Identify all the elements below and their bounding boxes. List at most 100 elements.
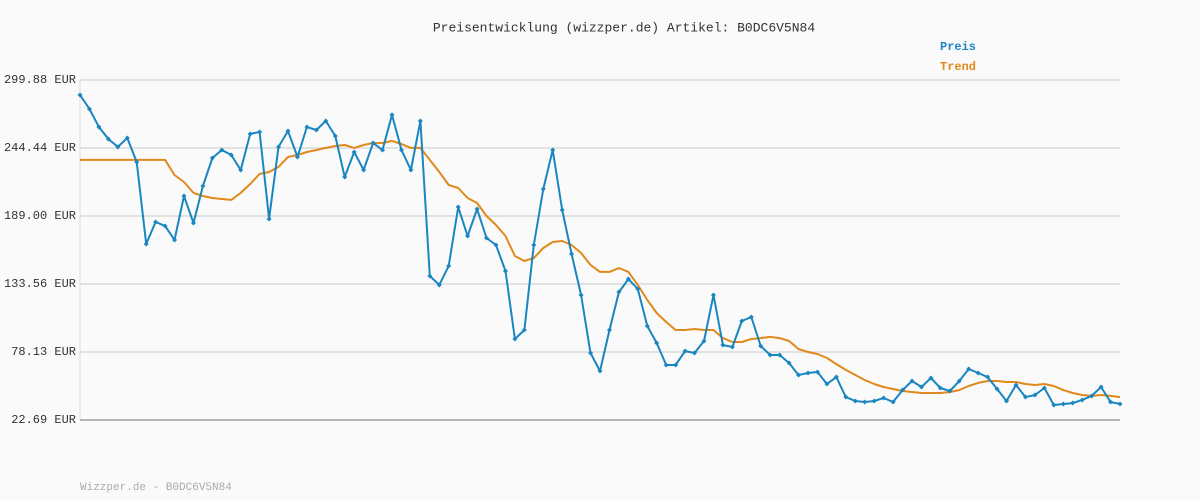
point-marker — [304, 124, 310, 130]
point-marker — [86, 106, 92, 112]
y-tick-label: 78.13 EUR — [11, 345, 76, 359]
point-marker — [720, 342, 726, 348]
point-marker — [209, 155, 215, 161]
footer: Wizzper.de - B0DC6V5N84 — [80, 482, 232, 494]
y-tick-label: 299.88 EUR — [4, 73, 76, 87]
point-marker — [276, 144, 282, 150]
point-marker — [786, 360, 792, 366]
point-marker — [512, 336, 518, 342]
point-marker — [890, 399, 896, 405]
point-marker — [654, 340, 660, 346]
point-marker — [588, 350, 594, 356]
y-tick-label: 244.44 EUR — [4, 141, 76, 155]
point-marker — [1013, 382, 1019, 388]
point-marker — [380, 147, 386, 153]
point-marker — [767, 352, 773, 358]
point-marker — [172, 237, 178, 243]
point-marker — [824, 381, 830, 387]
point-marker — [1108, 399, 1114, 405]
point-marker — [502, 268, 508, 274]
point-marker — [635, 286, 641, 292]
point-marker — [361, 167, 367, 173]
point-marker — [748, 314, 754, 320]
point-marker — [777, 352, 783, 358]
legend-label: Trend — [940, 60, 976, 74]
point-marker — [247, 131, 253, 137]
point-marker — [947, 388, 953, 394]
point-marker — [134, 159, 140, 165]
point-marker — [1117, 401, 1123, 407]
point-marker — [701, 338, 707, 344]
point-marker — [881, 395, 887, 401]
point-marker — [540, 186, 546, 192]
point-marker — [228, 152, 234, 158]
point-marker — [446, 263, 452, 269]
point-marker — [966, 366, 972, 372]
point-marker — [1041, 385, 1047, 391]
point-marker — [342, 174, 348, 180]
point-marker — [219, 147, 225, 153]
point-marker — [521, 327, 527, 333]
y-tick-label: 22.69 EUR — [11, 413, 76, 427]
point-marker — [531, 242, 537, 248]
point-marker — [559, 207, 565, 213]
point-marker — [975, 370, 981, 376]
point-marker — [1098, 384, 1104, 390]
point-marker — [77, 92, 83, 98]
point-marker — [1032, 392, 1038, 398]
point-marker — [351, 149, 357, 155]
point-marker — [162, 223, 168, 229]
point-marker — [550, 147, 556, 153]
point-marker — [1089, 393, 1095, 399]
point-marker — [465, 233, 471, 239]
point-marker — [985, 374, 991, 380]
point-marker — [484, 235, 490, 241]
series-line — [80, 139, 1121, 399]
point-marker — [257, 129, 263, 135]
chart-title: Preisentwicklung (wizzper.de) Artikel: B… — [433, 20, 815, 35]
point-marker — [644, 323, 650, 329]
point-marker — [758, 343, 764, 349]
point-marker — [663, 362, 669, 368]
point-marker — [96, 124, 102, 130]
point-marker — [900, 387, 906, 393]
point-marker — [852, 398, 858, 404]
point-marker — [323, 118, 329, 124]
point-marker — [181, 193, 187, 199]
y-tick-label: 189.00 EUR — [4, 209, 76, 223]
point-marker — [833, 374, 839, 380]
point-marker — [285, 128, 291, 134]
point-marker — [871, 398, 877, 404]
point-marker — [796, 372, 802, 378]
point-marker — [729, 344, 735, 350]
point-marker — [918, 384, 924, 390]
point-marker — [417, 118, 423, 124]
point-marker — [956, 378, 962, 384]
y-tick-label: 133.56 EUR — [4, 277, 76, 291]
point-marker — [1051, 402, 1057, 408]
point-marker — [153, 219, 159, 225]
point-marker — [115, 144, 121, 150]
point-marker — [606, 327, 612, 333]
point-marker — [616, 289, 622, 295]
point-marker — [190, 220, 196, 226]
point-marker — [105, 136, 111, 142]
point-marker — [143, 241, 149, 247]
point-marker — [1060, 401, 1066, 407]
point-marker — [389, 112, 395, 118]
point-marker — [569, 251, 575, 257]
point-marker — [739, 318, 745, 324]
point-marker — [455, 204, 461, 210]
point-marker — [200, 183, 206, 189]
point-marker — [332, 133, 338, 139]
point-marker — [937, 385, 943, 391]
point-marker — [682, 348, 688, 354]
point-marker — [625, 276, 631, 282]
point-marker — [862, 399, 868, 405]
point-marker — [597, 368, 603, 374]
point-marker — [843, 394, 849, 400]
point-marker — [398, 147, 404, 153]
point-marker — [1004, 398, 1010, 404]
